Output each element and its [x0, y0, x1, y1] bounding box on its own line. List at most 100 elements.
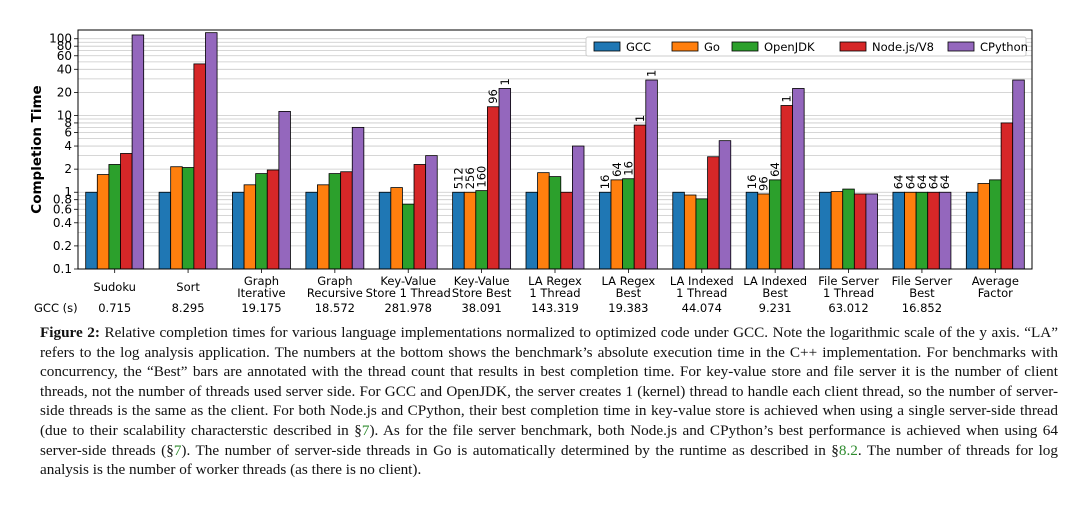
bar-gcc	[158, 191, 172, 270]
y-tick-label: 100	[49, 32, 72, 46]
bar-cpython	[131, 34, 145, 270]
bar-gcc	[232, 191, 245, 270]
bar-cpython	[645, 79, 658, 270]
gcc-seconds-value: 0.715	[98, 301, 131, 315]
x-category-label: File Server	[892, 274, 953, 288]
gcc-seconds-value: 44.074	[682, 301, 722, 315]
bar-gcc	[452, 191, 465, 270]
bar-gcc	[305, 191, 318, 270]
caption-ref-2[interactable]: 7	[173, 441, 182, 459]
x-category-label: Graph	[317, 274, 352, 288]
legend-swatch-gcc	[593, 41, 621, 52]
bar-cpython	[572, 145, 585, 270]
y-tick-label: 0.4	[53, 216, 72, 230]
thread-count-label: 16	[621, 161, 635, 176]
x-category-label: Key-Value	[454, 274, 510, 288]
bar-node-js-v8	[780, 105, 793, 270]
figure-caption: Figure 2: Relative completion times for …	[40, 323, 1058, 480]
gcc-seconds-value: 143.319	[531, 301, 579, 315]
x-category-label: LA Regex	[602, 274, 656, 288]
gcc-seconds-value: 281.978	[384, 301, 432, 315]
bar-node-js-v8	[266, 169, 280, 270]
bar-go	[96, 174, 110, 270]
thread-count-label: 1	[498, 78, 512, 85]
gcc-seconds-value: 8.295	[172, 301, 205, 315]
y-tick-label: 60	[57, 49, 72, 63]
gcc-seconds-label: GCC (s)	[34, 301, 78, 315]
caption-ref-1[interactable]: 7	[361, 421, 370, 439]
y-tick-label: 0.2	[53, 239, 72, 253]
bar-node-js-v8	[1000, 122, 1014, 270]
y-tick-label: 8	[64, 116, 72, 130]
legend-swatch-cpython	[947, 41, 975, 52]
legend-swatch-node-js-v8	[839, 41, 867, 52]
bar-gcc	[378, 191, 392, 270]
bar-go	[757, 193, 770, 270]
legend-swatch-go	[671, 41, 699, 52]
x-category-label: 1 Thread	[529, 286, 580, 300]
bar-node-js-v8	[707, 156, 720, 270]
thread-count-label: 64	[903, 175, 917, 190]
bar-node-js-v8	[927, 191, 940, 270]
legend-label-node-js-v8: Node.js/V8	[872, 40, 934, 54]
x-category-label: Iterative	[237, 286, 285, 300]
bar-go	[463, 191, 477, 270]
y-tick-label: 6	[64, 126, 72, 140]
bar-gcc	[745, 191, 759, 270]
legend-label-gcc: GCC	[626, 40, 651, 54]
gcc-seconds-value: 18.572	[315, 301, 355, 315]
bar-go	[390, 187, 403, 270]
bar-cpython	[498, 88, 512, 270]
bar-gcc	[85, 191, 98, 270]
caption-ref-3[interactable]: 8.2	[838, 441, 858, 459]
y-tick-label: 1	[64, 185, 72, 199]
thread-count-label: 16	[745, 175, 759, 190]
y-tick-label: 80	[57, 39, 72, 53]
bar-cpython	[938, 191, 952, 270]
bar-openjdk	[695, 198, 708, 270]
y-tick-label: 20	[57, 85, 72, 99]
bar-openjdk	[915, 191, 929, 270]
bar-openjdk	[108, 164, 121, 270]
bar-gcc	[892, 191, 905, 270]
bar-openjdk	[548, 176, 562, 270]
x-category-label: Graph	[244, 274, 279, 288]
gcc-seconds-value: 16.852	[902, 301, 942, 315]
legend-label-go: Go	[704, 40, 720, 54]
bar-node-js-v8	[413, 164, 427, 270]
y-tick-label: 0.1	[53, 262, 72, 276]
thread-count-label: 96	[757, 176, 771, 191]
y-tick-label: 2	[64, 162, 72, 176]
caption-label: Figure 2:	[40, 324, 100, 341]
bar-node-js-v8	[120, 153, 133, 270]
bar-cpython	[278, 111, 291, 270]
caption-text-1: Relative completion times for various la…	[40, 324, 1058, 439]
bar-go	[170, 166, 183, 270]
x-category-label: File Server	[818, 274, 879, 288]
bar-openjdk	[402, 203, 415, 270]
bar-openjdk	[989, 179, 1002, 270]
bar-gcc	[525, 191, 539, 270]
bar-node-js-v8	[853, 193, 867, 270]
legend-swatch-openjdk	[731, 41, 759, 52]
thread-count-label: 1	[633, 115, 647, 122]
x-category-label: LA Regex	[528, 274, 582, 288]
gcc-seconds-value: 19.383	[608, 301, 648, 315]
bar-cpython	[1012, 79, 1025, 270]
bar-cpython	[718, 140, 732, 270]
thread-count-label: 64	[915, 175, 929, 190]
bar-openjdk	[842, 188, 855, 270]
caption-text-3: ). The number of server-side threads in …	[181, 441, 839, 459]
bar-gcc	[672, 191, 685, 270]
x-category-label: Store 1 Thread	[366, 286, 451, 300]
bar-node-js-v8	[487, 106, 500, 270]
bar-node-js-v8	[193, 63, 206, 270]
y-tick-label: 10	[57, 108, 72, 122]
thread-count-label: 64	[938, 175, 952, 190]
x-category-label: Best	[909, 286, 935, 300]
bar-openjdk	[768, 179, 782, 270]
x-category-label: Store Best	[452, 286, 512, 300]
bar-go	[830, 191, 844, 270]
legend-label-cpython: CPython	[980, 40, 1028, 54]
